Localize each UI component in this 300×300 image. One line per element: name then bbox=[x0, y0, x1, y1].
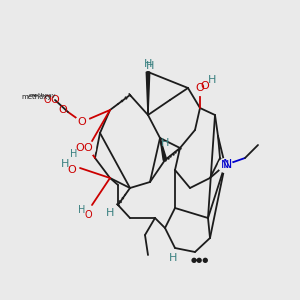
Text: H: H bbox=[78, 205, 86, 215]
Text: O: O bbox=[84, 210, 92, 220]
Text: O: O bbox=[68, 165, 76, 175]
Text: H: H bbox=[146, 61, 154, 71]
Text: O: O bbox=[84, 143, 92, 153]
Text: N: N bbox=[221, 160, 229, 170]
Text: methoxy: methoxy bbox=[22, 94, 52, 100]
Text: O: O bbox=[58, 105, 68, 115]
Text: O: O bbox=[196, 83, 204, 93]
Text: H: H bbox=[208, 75, 216, 85]
Text: H: H bbox=[106, 208, 114, 218]
Text: O: O bbox=[76, 143, 84, 153]
Text: H: H bbox=[161, 138, 169, 148]
Text: H: H bbox=[144, 59, 152, 69]
Text: N: N bbox=[222, 158, 232, 172]
Text: methoxy: methoxy bbox=[28, 94, 56, 98]
Polygon shape bbox=[160, 138, 167, 160]
Text: O: O bbox=[51, 95, 59, 105]
Text: O: O bbox=[201, 81, 209, 91]
Text: H: H bbox=[70, 149, 78, 159]
Text: O: O bbox=[78, 117, 86, 127]
Text: H: H bbox=[61, 159, 69, 169]
Text: H: H bbox=[169, 253, 177, 263]
Text: ●●●: ●●● bbox=[191, 257, 209, 263]
Polygon shape bbox=[146, 72, 150, 115]
Text: O: O bbox=[43, 95, 51, 105]
